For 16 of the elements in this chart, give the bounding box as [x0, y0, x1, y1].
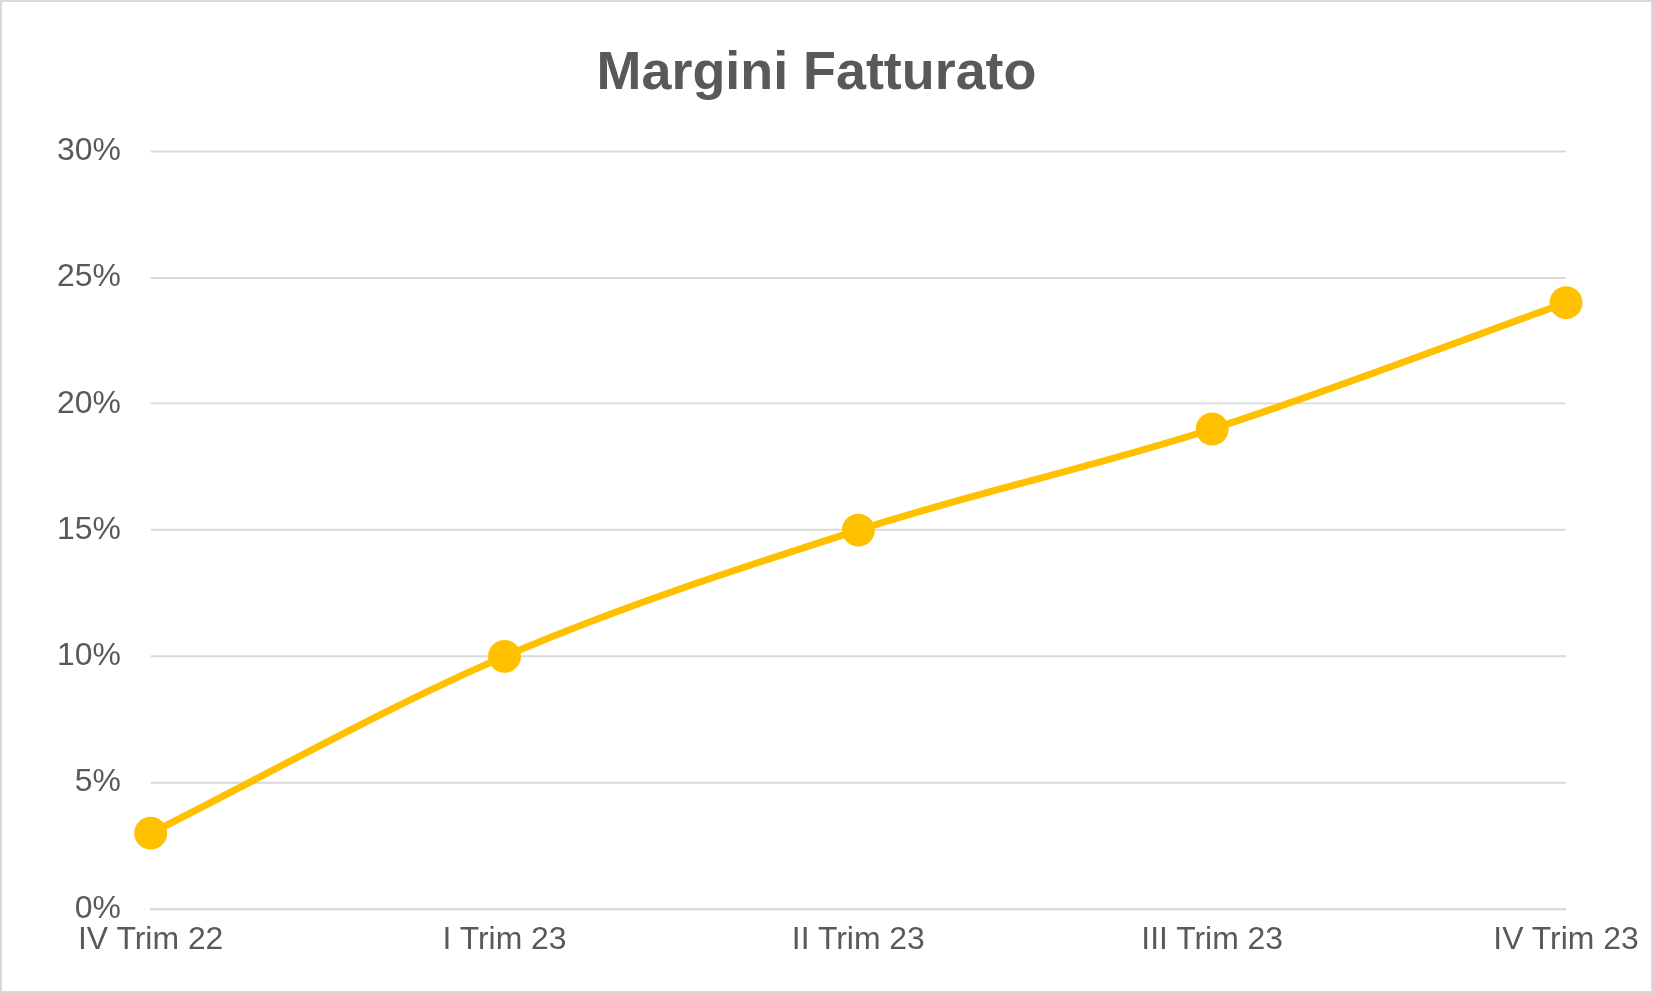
x-tick-label: IV Trim 23 [1493, 919, 1639, 956]
y-tick-label: 5% [74, 762, 121, 799]
point [1195, 412, 1229, 446]
x-tick-label: III Trim 23 [1141, 919, 1284, 956]
x-tick-label: I Trim 23 [442, 919, 567, 956]
y-tick-label: 10% [56, 636, 121, 673]
y-tick-label: 25% [56, 257, 121, 294]
point [488, 639, 521, 673]
y-tick-label: 30% [56, 131, 121, 167]
y-tick-label: 20% [56, 383, 121, 420]
x-tick-label: II Trim 23 [791, 919, 925, 956]
chart-title: Margini Fatturato [596, 39, 1037, 100]
y-tick-label: 15% [56, 509, 121, 546]
point [841, 513, 875, 547]
point [1549, 286, 1583, 320]
point [134, 816, 168, 850]
